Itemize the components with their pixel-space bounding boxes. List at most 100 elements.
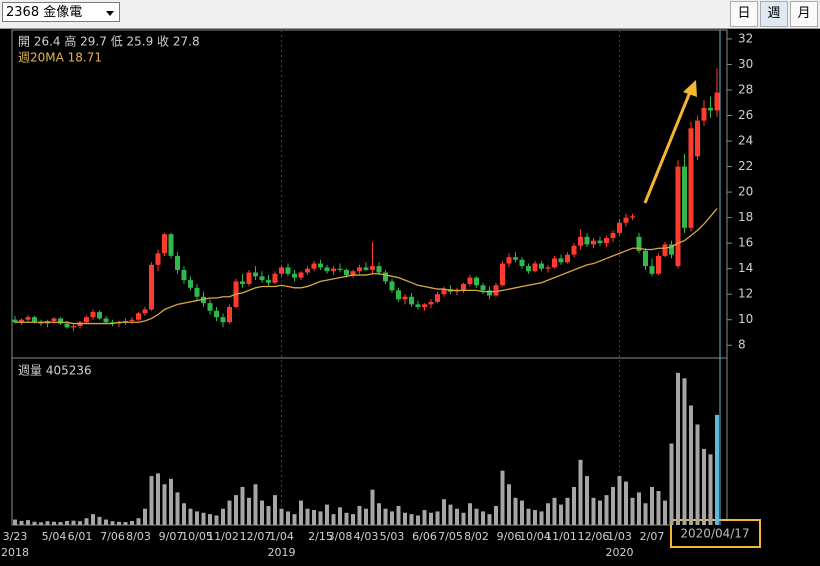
candle-body bbox=[344, 269, 349, 276]
y-tick-label: 8 bbox=[738, 338, 746, 352]
volume-bar bbox=[461, 512, 466, 525]
year-label: 2019 bbox=[268, 546, 296, 559]
x-tick-label: 6/01 bbox=[68, 530, 93, 543]
y-tick-label: 28 bbox=[738, 82, 753, 96]
x-tick-label: 1/03 bbox=[607, 530, 632, 543]
volume-bar bbox=[331, 514, 336, 525]
month-button[interactable]: 月 bbox=[790, 1, 818, 27]
candle-body bbox=[376, 266, 382, 273]
candle-body bbox=[701, 107, 707, 121]
candle-body bbox=[708, 107, 713, 111]
volume-bar bbox=[19, 520, 24, 525]
candle-body bbox=[558, 258, 564, 263]
candle-body bbox=[279, 267, 284, 274]
volume-bar bbox=[78, 521, 82, 525]
volume-bar bbox=[409, 514, 414, 525]
candle-body bbox=[565, 254, 570, 263]
candle-body bbox=[656, 255, 661, 274]
candle-body bbox=[207, 303, 213, 311]
candle-body bbox=[649, 266, 655, 274]
candle-body bbox=[25, 317, 31, 320]
candle-body bbox=[71, 326, 76, 328]
candle-body bbox=[682, 166, 687, 228]
candle-body bbox=[32, 317, 37, 323]
x-tick-label: 11/02 bbox=[207, 530, 239, 543]
volume-bar bbox=[377, 503, 381, 525]
candle-body bbox=[669, 244, 674, 255]
volume-bar bbox=[149, 476, 154, 525]
volume-bar bbox=[318, 511, 323, 525]
y-tick-label: 18 bbox=[738, 210, 753, 224]
volume-bar bbox=[422, 510, 427, 525]
volume-bar bbox=[468, 503, 472, 525]
volume-bar bbox=[526, 508, 531, 525]
candle-body bbox=[415, 304, 421, 307]
y-tick-label: 14 bbox=[738, 261, 753, 275]
volume-bar bbox=[214, 515, 219, 525]
candle-body bbox=[51, 318, 57, 321]
volume-bar bbox=[162, 484, 167, 525]
candle-body bbox=[480, 285, 486, 291]
candle-body bbox=[500, 263, 505, 286]
candle-body bbox=[389, 281, 395, 291]
candle-body bbox=[591, 240, 596, 245]
volume-bar bbox=[65, 520, 69, 525]
candle-body bbox=[350, 271, 356, 276]
candle-body bbox=[253, 272, 258, 277]
candle-body bbox=[630, 216, 635, 218]
candle-body bbox=[64, 323, 70, 328]
candle-body bbox=[409, 296, 414, 305]
candle-body bbox=[487, 290, 492, 296]
candle-body bbox=[545, 267, 551, 269]
volume-bar bbox=[520, 500, 524, 525]
candle-body bbox=[318, 263, 323, 268]
ohlc-label: 開 26.4 高 29.7 低 25.9 收 27.8 bbox=[18, 34, 200, 49]
candle-body bbox=[12, 319, 18, 323]
volume-bar bbox=[676, 372, 680, 525]
volume-bar bbox=[305, 508, 310, 525]
volume-bar bbox=[617, 476, 622, 525]
candle-body bbox=[467, 277, 473, 284]
candle-body bbox=[636, 236, 642, 251]
volume-bar bbox=[500, 470, 505, 525]
volume-bar bbox=[435, 511, 440, 525]
volume-bar bbox=[104, 519, 108, 525]
volume-bar bbox=[650, 486, 654, 525]
symbol-select[interactable]: 2368 金像電 bbox=[2, 2, 120, 22]
candle-body bbox=[363, 267, 369, 270]
candle-body bbox=[162, 234, 167, 254]
volume-bar bbox=[39, 522, 43, 525]
volume-bar bbox=[110, 521, 115, 525]
volume-bar bbox=[299, 500, 303, 525]
candle-body bbox=[305, 268, 310, 273]
volume-bar bbox=[637, 492, 641, 525]
x-tick-label: 3/08 bbox=[328, 530, 353, 543]
volume-bar bbox=[585, 476, 589, 525]
volume-bar bbox=[26, 520, 30, 525]
volume-bar bbox=[312, 510, 316, 525]
volume-bar bbox=[201, 512, 206, 525]
x-tick-label: 4/03 bbox=[354, 530, 379, 543]
volume-bar bbox=[715, 414, 719, 525]
candle-body bbox=[396, 290, 401, 300]
candle-body bbox=[259, 276, 265, 281]
candle-body bbox=[532, 263, 538, 272]
volume-bar bbox=[546, 503, 550, 525]
volume-bar bbox=[273, 495, 277, 525]
x-tick-label: 12/06 bbox=[578, 530, 610, 543]
week-button[interactable]: 週 bbox=[760, 1, 788, 27]
x-tick-label: 10/04 bbox=[519, 530, 551, 543]
candle-body bbox=[539, 263, 544, 269]
volume-bar bbox=[630, 497, 635, 525]
candle-body bbox=[97, 312, 102, 319]
x-tick-label: 10/05 bbox=[181, 530, 213, 543]
candle-body bbox=[142, 309, 148, 314]
day-button[interactable]: 日 bbox=[730, 1, 758, 27]
candle-body bbox=[428, 301, 434, 305]
volume-bar bbox=[494, 505, 498, 525]
candle-body bbox=[675, 166, 681, 267]
candle-body bbox=[168, 234, 174, 256]
volume-bar bbox=[325, 504, 329, 525]
candle-body bbox=[584, 236, 590, 245]
